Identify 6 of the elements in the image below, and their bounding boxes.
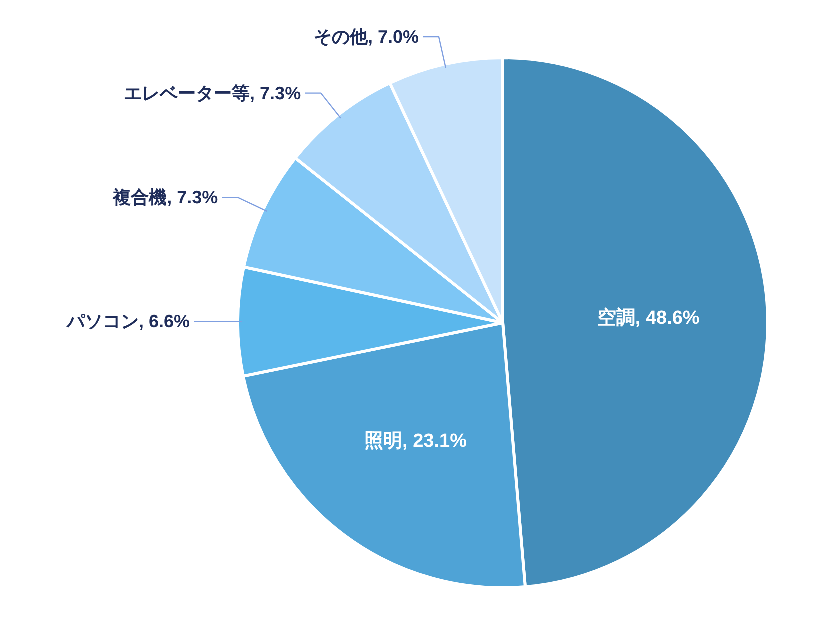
slice-label: パソコン, 6.6% bbox=[66, 312, 190, 332]
slice-label: 照明, 23.1% bbox=[364, 430, 468, 452]
slice-label: 複合機, 7.3% bbox=[112, 188, 218, 208]
slice-label: エレベーター等, 7.3% bbox=[124, 83, 302, 104]
slice-label: その他, 7.0% bbox=[314, 27, 420, 48]
slice-label: 空調, 48.6% bbox=[597, 306, 700, 329]
